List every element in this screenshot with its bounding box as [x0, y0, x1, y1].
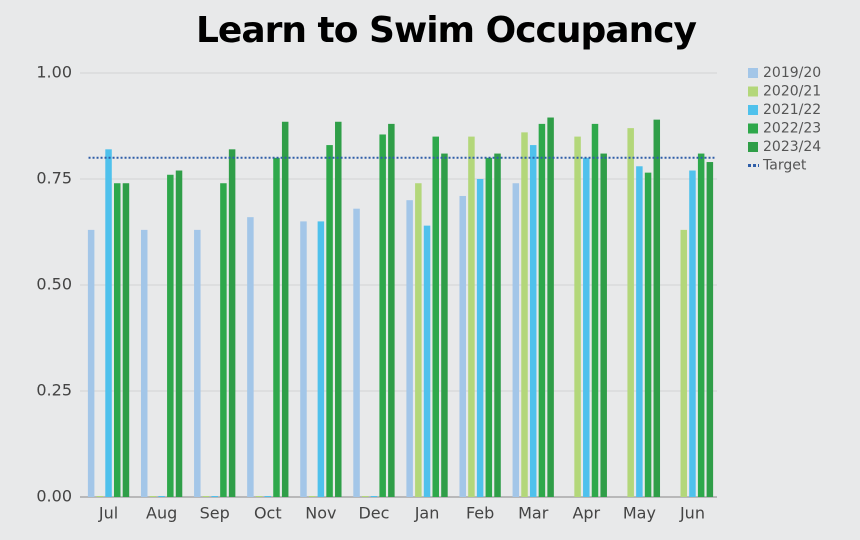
x-tick-label: Feb [466, 504, 494, 523]
chart-title: Learn to Swim Occupancy [196, 10, 697, 51]
x-tick-label: Aug [146, 504, 177, 523]
x-tick-label: Jun [679, 504, 705, 523]
bar [335, 121, 342, 497]
bar [706, 162, 714, 498]
y-tick-label: 0.00 [36, 487, 72, 506]
bar [122, 183, 130, 498]
bar [326, 145, 333, 497]
legend-label: Target [762, 158, 807, 174]
legend-label: 2023/24 [763, 139, 821, 155]
legend-swatch [748, 86, 758, 97]
bar [113, 183, 121, 498]
bar [388, 123, 395, 497]
legend-label: 2019/20 [763, 65, 821, 81]
bar [362, 496, 369, 497]
x-tick-label: Oct [254, 504, 282, 523]
x-tick-label: Sep [200, 504, 230, 523]
y-tick-label: 1.00 [36, 63, 72, 82]
bar [317, 221, 325, 497]
bar [211, 496, 218, 497]
x-tick-label: Apr [572, 504, 600, 523]
bar [476, 179, 484, 497]
bar [140, 229, 148, 497]
bar [600, 153, 607, 497]
x-tick-label: Nov [305, 504, 336, 523]
bar [494, 153, 501, 497]
bar [247, 217, 254, 497]
bar [689, 170, 696, 497]
bar [441, 153, 448, 497]
bar [105, 149, 112, 497]
bar [281, 121, 289, 497]
x-tick-label: Jan [414, 504, 440, 523]
bar [220, 183, 227, 498]
bar [521, 132, 528, 498]
bar [353, 208, 360, 497]
bar [627, 128, 634, 497]
bar [87, 229, 95, 497]
bar [96, 496, 104, 497]
bar [202, 496, 210, 497]
bar [459, 195, 466, 497]
bar [194, 229, 201, 497]
bar [273, 157, 280, 498]
bar [653, 119, 661, 497]
x-tick-label: Dec [358, 504, 389, 523]
bar [583, 157, 590, 498]
bar [158, 496, 165, 497]
x-tick-label: May [623, 504, 656, 523]
bar [308, 496, 316, 497]
bar [167, 174, 174, 497]
bar [300, 221, 307, 497]
bar [423, 225, 431, 497]
bar [529, 145, 537, 497]
bar [644, 172, 652, 497]
bar [175, 170, 183, 497]
bar [379, 134, 386, 498]
y-tick-label: 0.75 [36, 169, 72, 188]
bar [432, 136, 439, 497]
legend-label: 2022/23 [763, 121, 821, 137]
y-tick-label: 0.50 [36, 275, 72, 294]
legend-swatch [748, 105, 758, 115]
bar [406, 200, 413, 497]
bar [228, 149, 236, 497]
bar [574, 136, 581, 497]
x-tick-label: Mar [518, 504, 549, 523]
y-tick-label: 0.25 [36, 381, 72, 400]
bar [697, 153, 705, 497]
bar [370, 496, 378, 497]
bar [485, 157, 493, 498]
bar [591, 123, 599, 497]
legend: 2019/20 2020/21 2021/22 2022/23 2023/24 Targe… [748, 65, 821, 174]
bar [149, 496, 157, 497]
legend-swatch [748, 142, 758, 152]
legend-label: 2021/22 [763, 102, 821, 118]
bar [415, 183, 422, 498]
bar [680, 229, 688, 497]
bar [512, 183, 520, 498]
bar [636, 166, 643, 497]
bar [264, 496, 272, 497]
x-tick-label: Jul [98, 504, 118, 523]
legend-label: 2020/21 [763, 84, 821, 100]
bar [547, 117, 554, 498]
bar [468, 136, 475, 497]
bar [538, 123, 546, 497]
bar [255, 496, 263, 497]
legend-swatch [748, 123, 758, 134]
legend-swatch [748, 68, 758, 78]
